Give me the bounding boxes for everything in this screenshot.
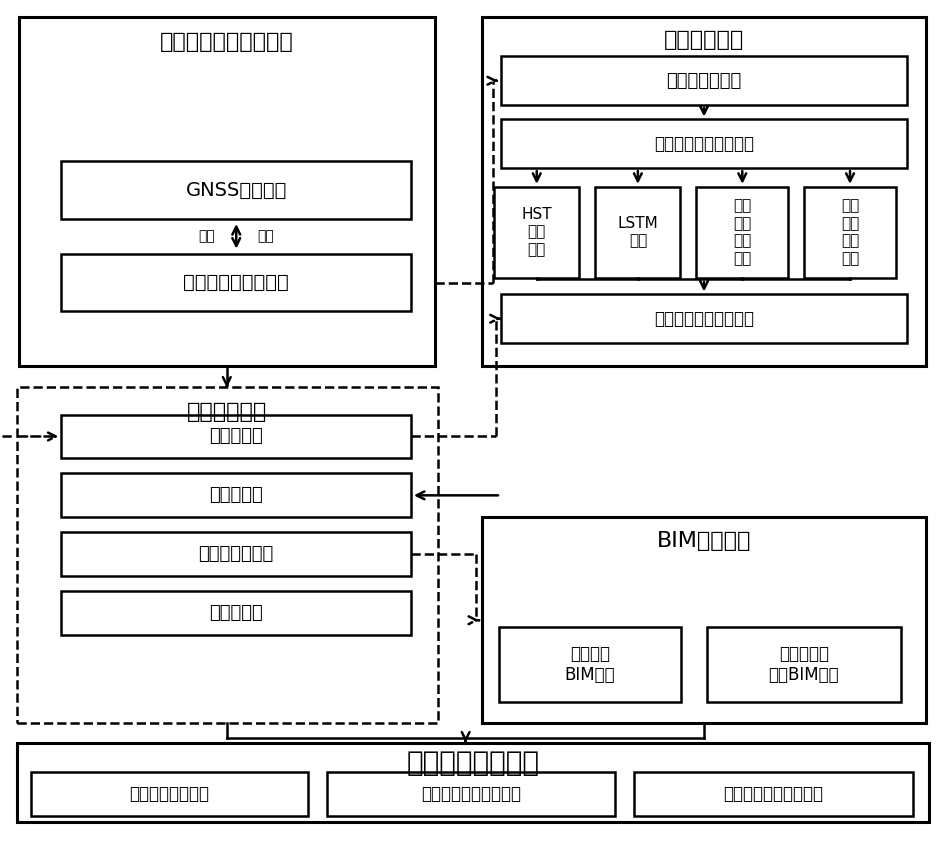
Text: BIM信息模块: BIM信息模块	[656, 531, 750, 551]
Text: 地理空间数据库: 地理空间数据库	[198, 545, 274, 563]
Text: HST
模型
方法: HST 模型 方法	[521, 207, 551, 257]
Text: 大坝变形安全评价模块: 大坝变形安全评价模块	[653, 309, 753, 328]
Text: 数据前处理模块: 数据前处理模块	[666, 71, 741, 90]
Bar	[500, 119, 906, 168]
Bar	[494, 187, 579, 278]
Text: 卷积
神经
网络
方法: 卷积 神经 网络 方法	[733, 198, 750, 266]
Text: 基础数据库: 基础数据库	[210, 604, 262, 622]
Text: 监测设备信息定位模块: 监测设备信息定位模块	[421, 785, 520, 803]
Text: 融合: 融合	[198, 230, 215, 243]
Bar	[17, 743, 928, 822]
Bar	[500, 56, 906, 105]
Text: 互证: 互证	[257, 230, 274, 243]
Bar	[803, 187, 895, 278]
Bar	[481, 517, 925, 723]
Bar	[696, 187, 787, 278]
Text: 监测数据报表模块: 监测数据报表模块	[129, 785, 210, 803]
Bar	[31, 772, 308, 816]
Bar	[706, 627, 900, 702]
Text: 高斯
过程
回归
方法: 高斯 过程 回归 方法	[840, 198, 858, 266]
Text: 监测数据预警预报模块: 监测数据预警预报模块	[723, 785, 822, 803]
Text: 多源融合展示模块: 多源融合展示模块	[406, 748, 539, 776]
Text: 数据集成模块: 数据集成模块	[187, 402, 267, 422]
Text: 分析决策库: 分析决策库	[210, 486, 262, 505]
Bar	[481, 17, 925, 366]
Bar	[595, 187, 680, 278]
Text: 监测信息库: 监测信息库	[210, 427, 262, 446]
Bar	[61, 161, 411, 219]
Bar	[61, 532, 411, 576]
Text: 坝体结构
BIM模型: 坝体结构 BIM模型	[565, 645, 615, 684]
Text: 监测数据分析判断模块: 监测数据分析判断模块	[653, 135, 753, 153]
Bar	[19, 17, 434, 366]
Bar	[61, 591, 411, 635]
Text: 监测设备与
测点BIM模型: 监测设备与 测点BIM模型	[767, 645, 838, 684]
Bar	[633, 772, 912, 816]
Text: GNSS监测模块: GNSS监测模块	[185, 181, 287, 199]
Bar	[17, 387, 437, 723]
Text: 测量机器人监测模块: 测量机器人监测模块	[183, 273, 289, 292]
Text: 大坝变形自动监测模块: 大坝变形自动监测模块	[160, 32, 294, 52]
Bar	[500, 294, 906, 343]
Bar	[61, 254, 411, 311]
Text: LSTM
方法: LSTM 方法	[616, 216, 658, 248]
Bar	[61, 473, 411, 517]
Bar	[498, 627, 681, 702]
Bar	[327, 772, 615, 816]
Text: 智能分析模块: 智能分析模块	[664, 30, 743, 50]
Bar	[61, 415, 411, 458]
